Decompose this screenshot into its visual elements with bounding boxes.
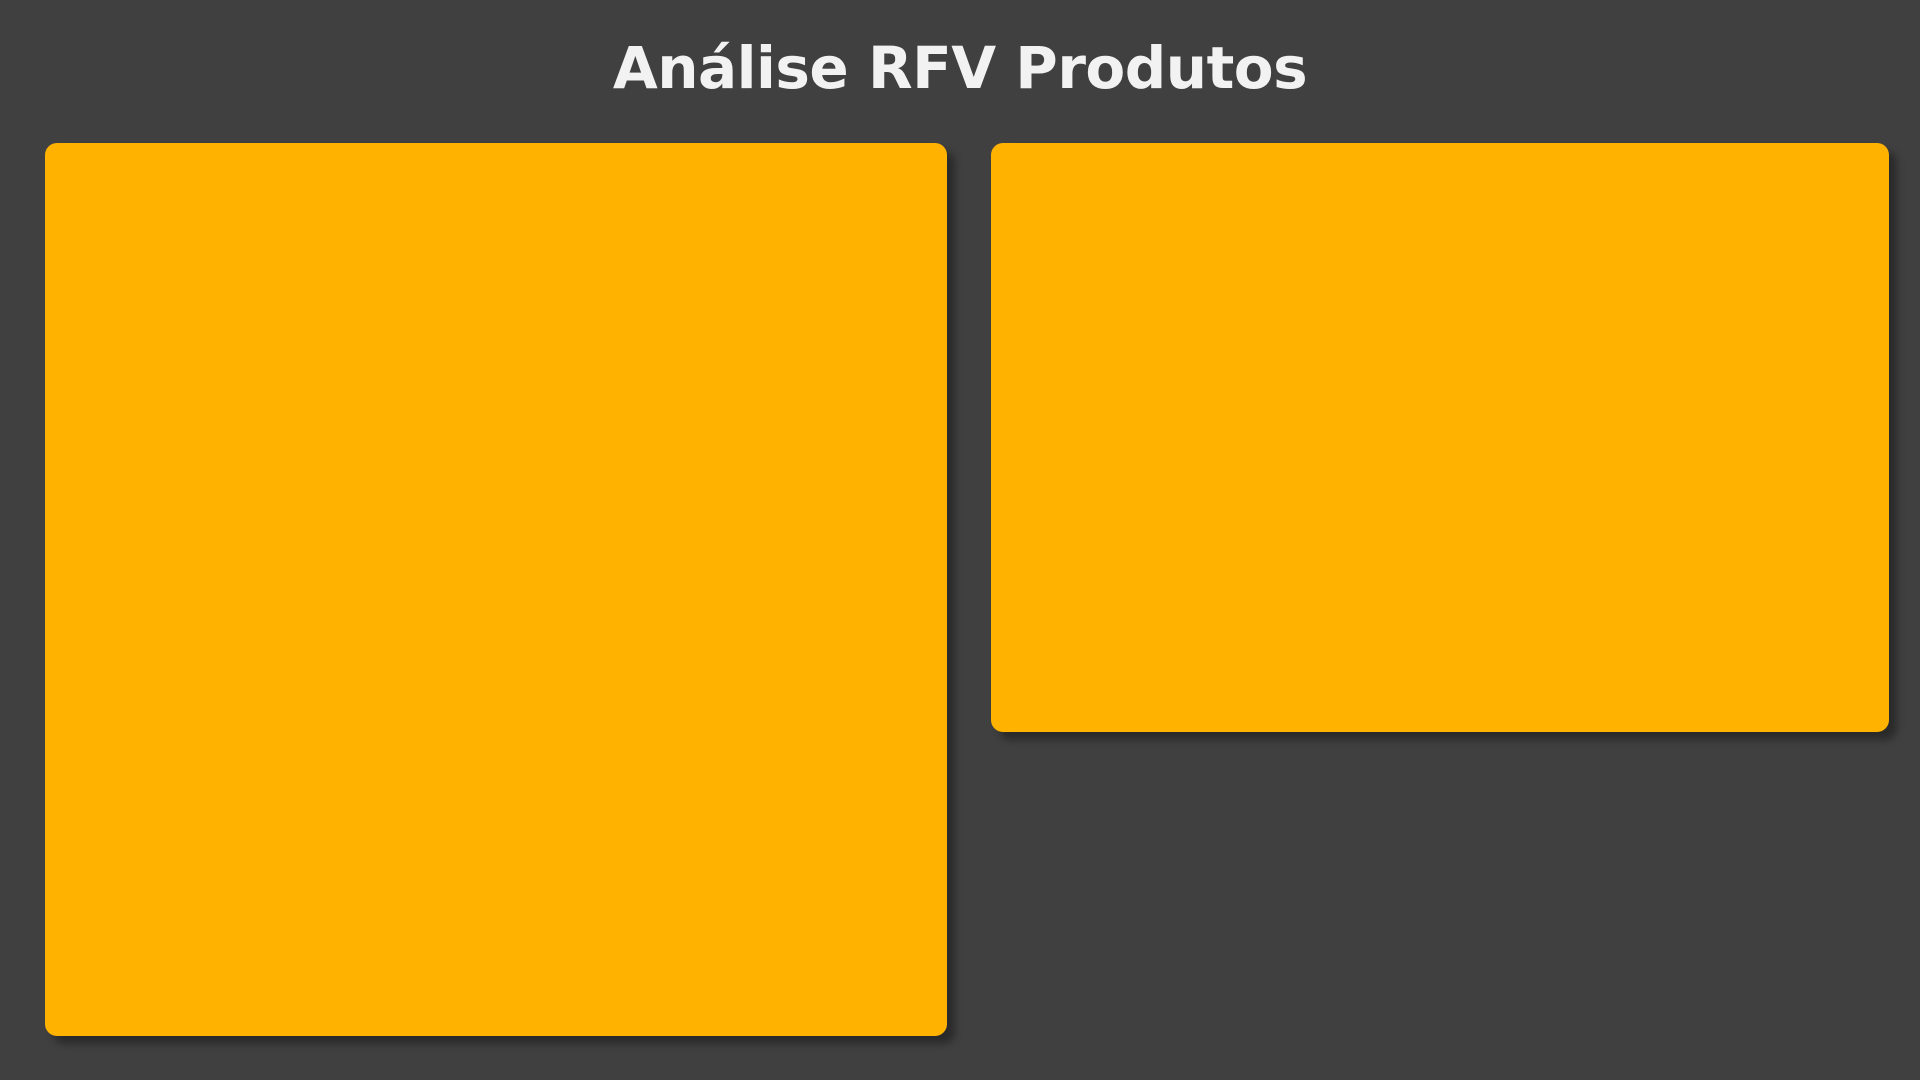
- page-title: Análise RFV Produtos: [612, 34, 1308, 102]
- left-panel[interactable]: [45, 143, 947, 1036]
- right-panel[interactable]: [991, 143, 1889, 732]
